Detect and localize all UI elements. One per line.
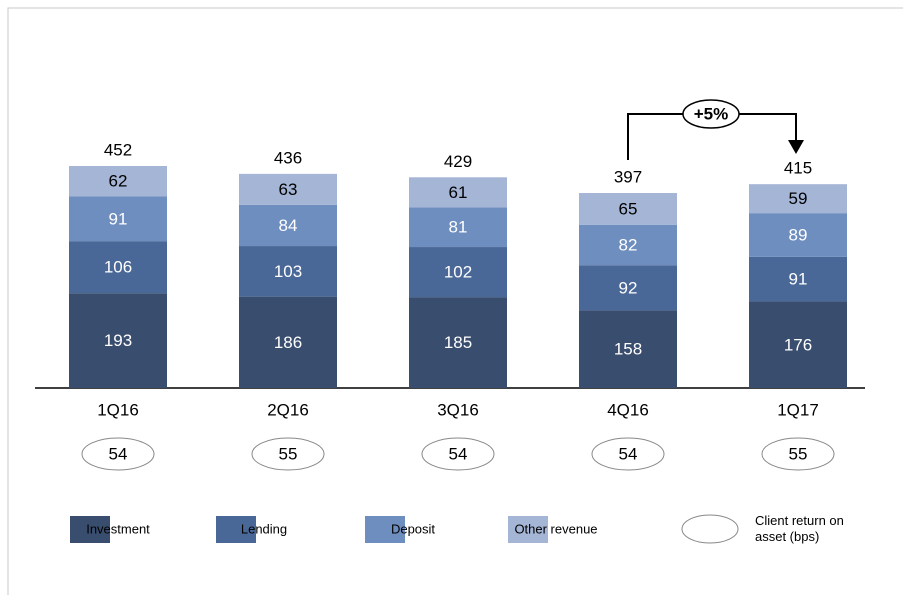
data-label: 91 [789,270,808,289]
roa-value: 54 [619,444,638,463]
x-tick-label: 4Q16 [607,400,649,419]
roa-value: 55 [279,444,298,463]
data-label: 61 [449,183,468,202]
annotation-badge [682,99,740,129]
data-label: 59 [789,189,808,208]
bar-segment [749,213,847,257]
roa-value: 54 [109,444,128,463]
total-label: 452 [104,140,132,159]
bar-segment [69,293,167,388]
total-label: 415 [784,159,812,178]
data-label: 63 [279,180,298,199]
data-label: 84 [279,216,298,235]
data-label: 176 [784,335,812,354]
bar-segment [749,301,847,388]
roa-badge [81,437,155,471]
x-tick-label: 1Q17 [777,400,819,419]
data-label: 185 [444,333,472,352]
legend-swatch [508,516,548,543]
bar-segment [579,193,677,225]
bar-segment [409,177,507,208]
bar-segment [239,246,337,297]
data-label: 102 [444,263,472,282]
x-tick-label: 1Q16 [97,400,139,419]
data-label: 106 [104,258,132,277]
bar-segment [749,256,847,302]
bar-segment [409,297,507,388]
legend-label: Investment [86,521,150,536]
data-label: 158 [614,340,642,359]
legend-label: Deposit [391,521,435,536]
bar-segment [409,247,507,298]
total-label: 436 [274,148,302,167]
total-label: 429 [444,152,472,171]
legend-swatch [365,516,405,543]
bar-segment [69,241,167,294]
bar-segment [579,224,677,266]
roa-badge [761,437,835,471]
data-label: 81 [449,218,468,237]
bar-segment [69,166,167,197]
bar-segment [579,265,677,311]
roa-value: 55 [789,444,808,463]
legend-roa-swatch [681,514,739,544]
data-label: 65 [619,199,638,218]
legend-swatch [70,516,110,543]
bar-segment [239,296,337,388]
data-label: 82 [619,236,638,255]
annotation: +5% [694,104,729,123]
data-label: 193 [104,331,132,350]
legend-label: Client return on asset (bps) [755,513,844,544]
roa-value: 54 [449,444,468,463]
x-tick-label: 3Q16 [437,400,479,419]
bar-segment [239,204,337,247]
data-label: 89 [789,225,808,244]
legend-label: Lending [241,521,287,536]
roa-badge [251,437,325,471]
data-label: 186 [274,333,302,352]
data-label: 103 [274,262,302,281]
roa-badge [591,437,665,471]
bar-segment [409,207,507,248]
x-tick-label: 2Q16 [267,400,309,419]
data-label: 62 [109,172,128,191]
roa-badge [421,437,495,471]
data-label: 91 [109,209,128,228]
legend-swatch [216,516,256,543]
data-label: 92 [619,278,638,297]
arrow-head [788,140,804,154]
frame [7,7,903,595]
total-label: 397 [614,167,642,186]
bar-segment [749,184,847,214]
bar-segment [239,173,337,205]
legend-label: Other revenue [514,521,597,536]
bar-segment [579,310,677,388]
bar-segment [69,196,167,242]
